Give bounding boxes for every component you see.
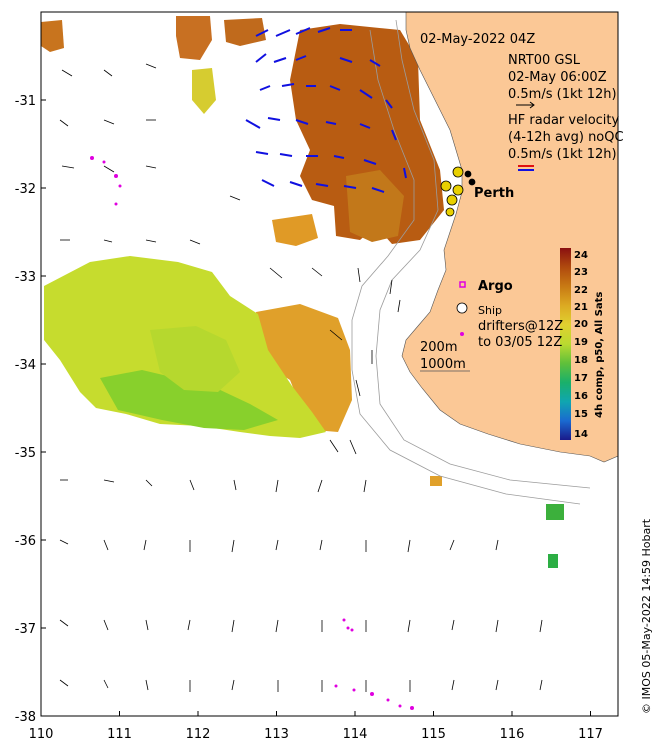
y-tick-label: -37: [15, 622, 36, 637]
colorbar-tick: 21: [574, 302, 588, 313]
y-tick-label: -36: [15, 534, 36, 549]
y-tick-label: -33: [15, 270, 36, 285]
drifters-label: drifters@12Z: [478, 319, 563, 334]
colorbar-tick: 22: [574, 285, 588, 296]
y-tick-label: -34: [15, 358, 36, 373]
model-scale-arrow: [516, 101, 535, 109]
bathymetry-contours: [351, 19, 591, 505]
colorbar: 24 23 22 21 20 19 18 17 16 15 14 4h comp…: [560, 248, 605, 440]
x-tick-label: 112: [186, 727, 211, 742]
x-tick-label: 116: [500, 727, 525, 742]
hf-radar-arrows: [245, 27, 407, 193]
model-velocity-arrows: [59, 63, 543, 692]
argo-floats: [459, 281, 466, 288]
axis-ticks: [40, 99, 591, 717]
colorbar-tick: 20: [574, 319, 588, 330]
drifter-tracks: [90, 156, 464, 710]
y-tick-label: -38: [15, 710, 36, 725]
model-title: NRT00 GSL: [508, 53, 581, 68]
colorbar-tick: 23: [574, 267, 588, 278]
colorbar-title: 4h comp, p50, All Sats: [594, 292, 605, 418]
colorbar-tick: 17: [574, 373, 588, 384]
drifters-period: to 03/05 12Z: [478, 335, 562, 350]
x-tick-label: 113: [264, 727, 289, 742]
colorbar-tick: 19: [574, 337, 588, 348]
credit-text: © IMOS 05-May-2022 14:59 Hobart: [640, 518, 653, 714]
city-label: Perth: [474, 186, 514, 201]
contour-label-200m: 200m: [420, 340, 457, 355]
x-tick-label: 117: [578, 727, 603, 742]
colorbar-gradient: [560, 248, 571, 440]
colorbar-tick: 24: [574, 250, 588, 261]
date-label: 02-May-2022 04Z: [420, 32, 535, 47]
radar-avg: (4-12h avg) noQC: [508, 130, 624, 145]
y-tick-label: -31: [15, 94, 36, 109]
model-scale: 0.5m/s (1kt 12h): [508, 87, 617, 102]
colorbar-tick: 15: [574, 409, 588, 420]
x-tick-label: 115: [421, 727, 446, 742]
sst-field: [41, 16, 564, 568]
x-tick-label: 111: [107, 727, 132, 742]
contour-label-1000m: 1000m: [420, 357, 466, 372]
x-tick-label: 110: [29, 727, 54, 742]
radar-scale: 0.5m/s (1kt 12h): [508, 147, 617, 162]
ship-label: Ship: [478, 304, 502, 317]
colorbar-tick: 16: [574, 391, 588, 402]
y-tick-label: -32: [15, 182, 36, 197]
x-tick-label: 114: [343, 727, 368, 742]
ship-markers: [440, 166, 476, 314]
y-tick-label: -35: [15, 446, 36, 461]
colorbar-tick: 14: [574, 429, 588, 440]
model-time: 02-May 06:00Z: [508, 70, 607, 85]
argo-label: Argo: [478, 279, 513, 294]
radar-title: HF radar velocity: [508, 113, 620, 128]
colorbar-tick: 18: [574, 355, 588, 366]
